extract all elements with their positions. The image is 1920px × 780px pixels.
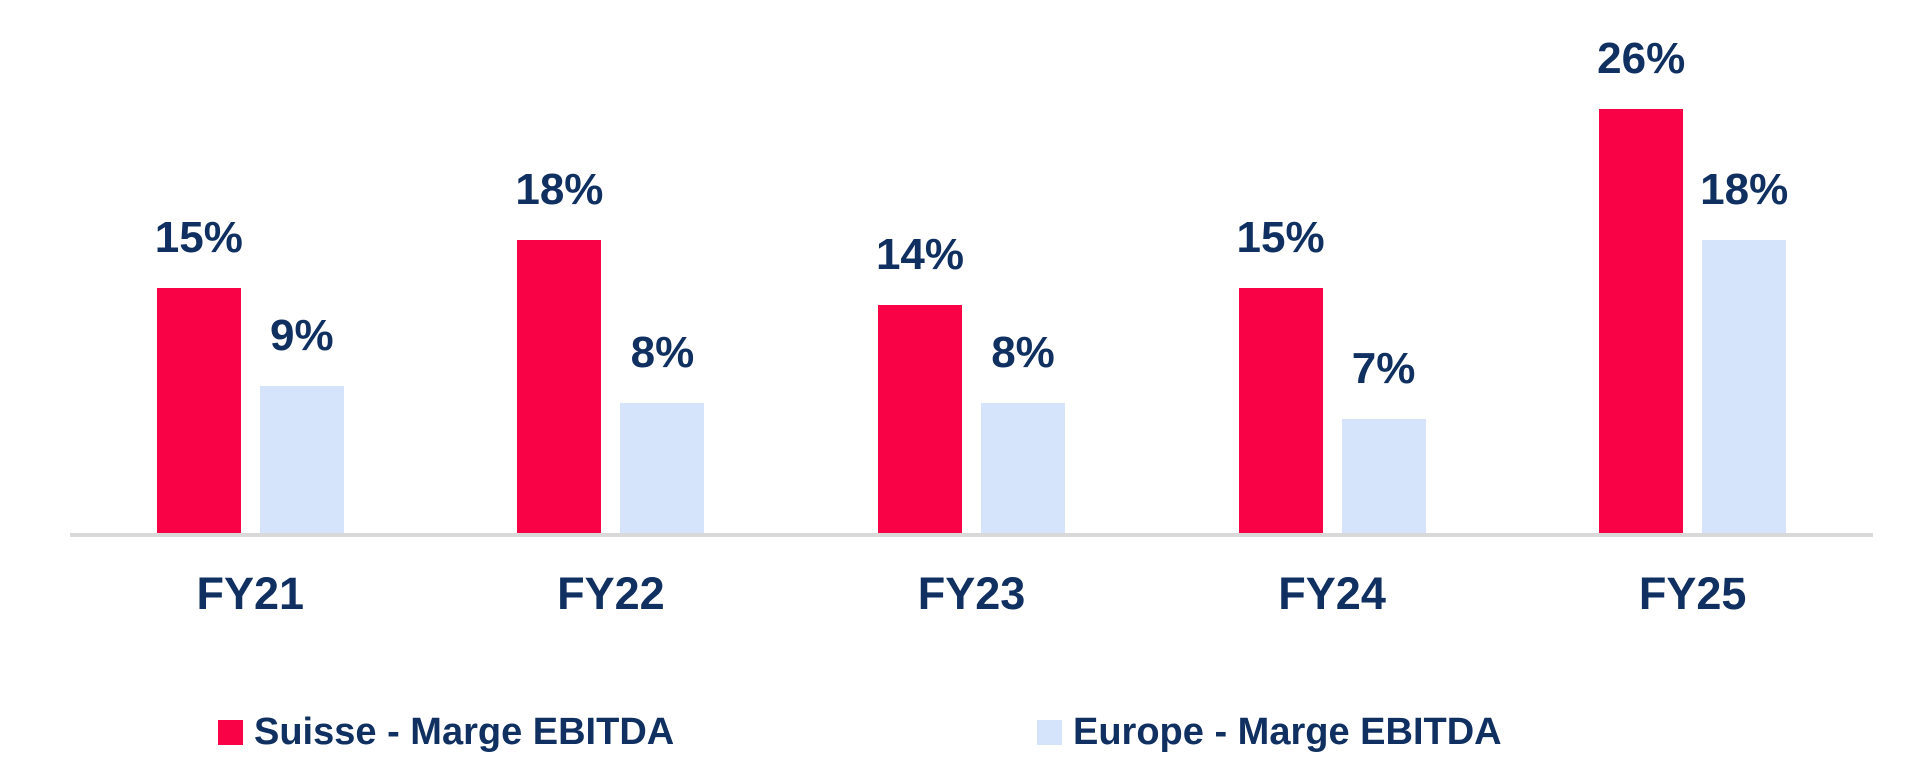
europe-bar	[1702, 240, 1787, 533]
suisse-value-label: 14%	[875, 230, 965, 279]
x-axis-label-fy24: FY24	[1278, 568, 1386, 619]
x-axis-label-fy23: FY23	[917, 568, 1026, 619]
europe-bar-wrap: 8%	[620, 331, 705, 533]
suisse-bar-wrap: 26%	[1597, 37, 1685, 533]
x-axis-label-fy25: FY25	[1638, 568, 1747, 619]
suisse-bar	[877, 305, 962, 533]
plot-area: 15% 9% 18% 8% 14% 8% 15% 7% 26% 18%	[70, 0, 1873, 533]
suisse-legend-swatch-icon	[218, 719, 243, 745]
europe-legend-swatch-icon	[1037, 719, 1062, 745]
x-axis-line	[70, 533, 1873, 537]
x-axis-label-fy21: FY21	[196, 568, 305, 619]
europe-value-label: 8%	[991, 328, 1055, 377]
europe-bar	[259, 386, 344, 533]
europe-value-label: 7%	[1351, 344, 1416, 393]
bar-group-fy24: 15% 7%	[1152, 0, 1513, 533]
europe-value-label: 9%	[270, 311, 334, 360]
legend-item-suisse: Suisse - Marge EBITDA	[218, 710, 674, 754]
suisse-bar-wrap: 15%	[155, 216, 243, 533]
europe-bar	[980, 403, 1065, 533]
europe-bar	[1341, 419, 1426, 533]
suisse-bar	[1238, 288, 1323, 533]
europe-value-label: 8%	[630, 328, 695, 377]
europe-bar-wrap: 18%	[1700, 168, 1788, 533]
bar-group-fy23: 14% 8%	[791, 0, 1152, 533]
europe-value-label: 18%	[1700, 165, 1789, 214]
europe-bar-wrap: 8%	[980, 331, 1065, 533]
legend-item-europe: Europe - Marge EBITDA	[1037, 710, 1502, 754]
suisse-bar-wrap: 15%	[1237, 216, 1325, 533]
europe-bar-wrap: 7%	[1341, 347, 1426, 533]
bar-group-fy22: 18% 8%	[431, 0, 792, 533]
suisse-value-label: 26%	[1597, 34, 1686, 83]
suisse-bar-wrap: 14%	[876, 233, 964, 533]
legend-label-suisse: Suisse - Marge EBITDA	[254, 710, 675, 753]
suisse-value-label: 18%	[515, 165, 604, 214]
suisse-bar	[156, 288, 241, 533]
europe-bar	[620, 403, 705, 533]
bar-group-fy25: 26% 18%	[1512, 0, 1873, 533]
europe-bar-wrap: 9%	[259, 314, 344, 533]
suisse-value-label: 15%	[1236, 213, 1325, 262]
suisse-bar	[1599, 109, 1684, 533]
x-axis-labels: FY21 FY22 FY23 FY24 FY25	[70, 568, 1873, 620]
suisse-value-label: 15%	[154, 213, 243, 262]
bar-group-fy21: 15% 9%	[70, 0, 431, 533]
x-axis-label-fy22: FY22	[557, 568, 665, 619]
suisse-bar-wrap: 18%	[515, 168, 603, 533]
suisse-bar	[517, 240, 602, 533]
legend-label-europe: Europe - Marge EBITDA	[1073, 710, 1502, 753]
